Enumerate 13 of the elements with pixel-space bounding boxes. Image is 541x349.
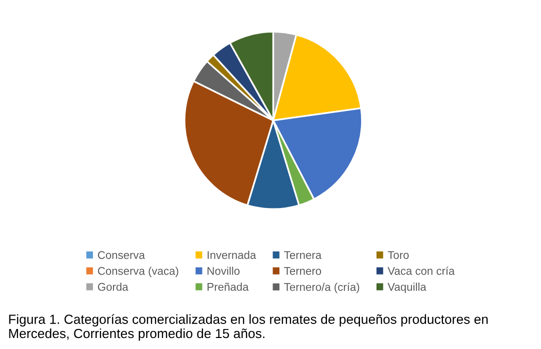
legend-label: Toro bbox=[388, 251, 409, 259]
legend-label: Ternero bbox=[284, 267, 322, 275]
text: Figura 1. Categorías comercializadas en los remates de pequeños productores en Mercedes, Corrientes promedio de 15 años. bbox=[9, 314, 488, 341]
legend-label: Vaquilla bbox=[388, 282, 426, 293]
legend-label: Ternero/a (cría) bbox=[284, 282, 360, 294]
legend-label: Gorda bbox=[98, 282, 128, 291]
legend-label: Preñada bbox=[208, 282, 249, 291]
legend-label: Ternera bbox=[284, 251, 322, 259]
legend-label: Conserva (vaca) bbox=[98, 266, 178, 278]
legend-label: Novillo bbox=[208, 266, 240, 275]
legend-label: Vaca con cría bbox=[388, 266, 455, 275]
legend-label: Conserva bbox=[98, 251, 145, 259]
legend-label: Invernada bbox=[208, 250, 256, 259]
